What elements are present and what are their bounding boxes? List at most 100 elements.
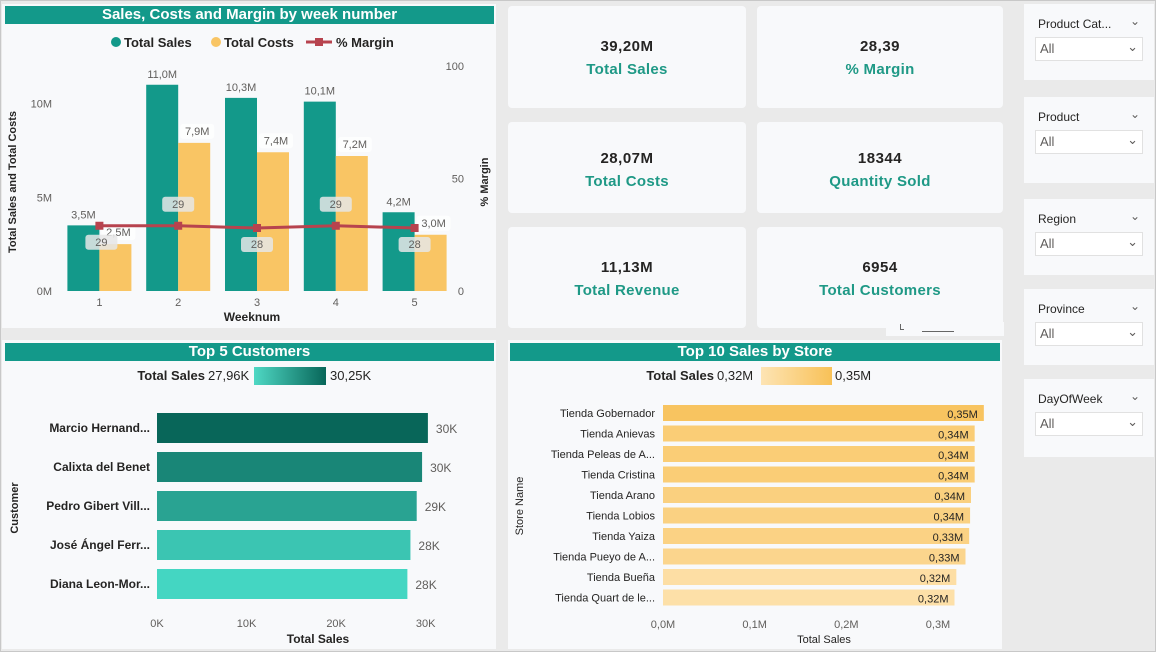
slicer-product-category[interactable]: Product Cat... ⌄ All ⌄ bbox=[1024, 4, 1154, 80]
combo-chart-card[interactable]: Sales, Costs and Margin by week number T… bbox=[2, 4, 496, 328]
store-bar bbox=[663, 507, 971, 524]
store-label: Tienda Quart de le... bbox=[555, 593, 655, 605]
sales-data-label: 4,2M bbox=[386, 196, 410, 208]
legend-min: 0,32M bbox=[717, 368, 753, 383]
slicer-value: All bbox=[1040, 134, 1055, 149]
costs-data-label: 7,4M bbox=[264, 135, 288, 147]
filter-icon[interactable] bbox=[900, 324, 904, 330]
store-bar bbox=[663, 425, 975, 442]
kpi-label: Total Costs bbox=[585, 173, 669, 190]
x-tick-label: 0,1M bbox=[742, 619, 766, 631]
costs-bar bbox=[99, 244, 132, 291]
slicer-dropdown[interactable]: All ⌄ bbox=[1035, 37, 1143, 61]
costs-label-bg bbox=[337, 137, 372, 152]
legend-scale bbox=[254, 367, 326, 385]
store-bar bbox=[663, 569, 957, 585]
slicer-title: DayOfWeek bbox=[1038, 392, 1103, 406]
kpi-value: 6954 bbox=[862, 259, 898, 276]
slicer-day-of-week[interactable]: DayOfWeek ⌄ All ⌄ bbox=[1024, 379, 1154, 457]
kpi-label: Quantity Sold bbox=[829, 173, 931, 190]
chevron-down-icon: ⌄ bbox=[1127, 414, 1138, 429]
slicer-dropdown[interactable]: All ⌄ bbox=[1035, 130, 1143, 154]
kpi-total-sales[interactable]: 39,20M Total Sales bbox=[508, 6, 746, 108]
kpi-label: Total Customers bbox=[819, 282, 941, 299]
legend-scale bbox=[761, 367, 832, 385]
store-label: Tienda Bueña bbox=[587, 572, 656, 584]
kpi-label: % Margin bbox=[845, 61, 915, 78]
legend-label: Total Sales bbox=[646, 368, 714, 383]
customer-bar bbox=[157, 569, 408, 599]
chevron-down-icon[interactable]: ⌄ bbox=[1129, 389, 1140, 403]
margin-marker bbox=[253, 224, 261, 232]
sales-bar bbox=[225, 97, 257, 291]
chevron-down-icon[interactable]: ⌄ bbox=[1129, 299, 1140, 313]
slicer-product[interactable]: Product ⌄ All ⌄ bbox=[1024, 97, 1154, 183]
costs-bar bbox=[335, 156, 368, 291]
costs-bar bbox=[257, 152, 289, 291]
margin-marker bbox=[95, 221, 104, 230]
legend-label: Total Sales bbox=[124, 35, 192, 50]
sales-data-label: 3,5M bbox=[71, 209, 95, 221]
kpi-quantity-sold[interactable]: 18344 Quantity Sold bbox=[757, 122, 1003, 213]
combo-chart: Total Sales Total Costs % Margin 10M 5M 0M 100… bbox=[7, 35, 491, 324]
legend-marker bbox=[111, 37, 121, 47]
slicer-title: Product bbox=[1038, 110, 1080, 124]
chevron-down-icon[interactable]: ⌄ bbox=[1129, 14, 1140, 28]
kpi-total-costs[interactable]: 28,07M Total Costs bbox=[508, 122, 746, 213]
sales-data-label: 10,1M bbox=[305, 86, 336, 98]
x-tick-label: 0,3M bbox=[926, 619, 950, 631]
slicer-region[interactable]: Region ⌄ All ⌄ bbox=[1024, 199, 1154, 275]
legend-max: 30,25K bbox=[330, 368, 372, 383]
slicer-value: All bbox=[1040, 326, 1055, 341]
costs-label-bg bbox=[180, 123, 215, 139]
margin-label-bg bbox=[398, 237, 431, 252]
customer-label: Calixta del Benet bbox=[53, 460, 150, 474]
slicer-province[interactable]: Province ⌄ All ⌄ bbox=[1024, 289, 1154, 365]
store-label: Tienda Anievas bbox=[580, 429, 655, 441]
margin-label-bg bbox=[162, 196, 195, 212]
kpi-value: 28,39 bbox=[859, 38, 901, 55]
slicer-title: Product Cat... bbox=[1038, 17, 1112, 31]
focus-mode-icon[interactable] bbox=[922, 323, 954, 332]
store-bar bbox=[663, 487, 971, 503]
y-axis-title: Store Name bbox=[514, 477, 526, 536]
legend-marker bbox=[315, 38, 323, 46]
slicer-dropdown[interactable]: All ⌄ bbox=[1035, 322, 1143, 346]
x-tick-label: 10K bbox=[237, 618, 257, 630]
kpi-value: 18344 bbox=[857, 150, 903, 167]
kpi-total-revenue[interactable]: 11,13M Total Revenue bbox=[508, 227, 746, 328]
kpi-label: Total Sales bbox=[586, 61, 668, 78]
legend-label: Total Costs bbox=[224, 35, 294, 50]
slicer-title: Region bbox=[1038, 212, 1077, 226]
x-axis-title: Total Sales bbox=[287, 632, 350, 646]
margin-data-label: 29 bbox=[330, 199, 342, 211]
slicer-dropdown[interactable]: All ⌄ bbox=[1035, 232, 1143, 256]
costs-label-bg bbox=[416, 215, 451, 231]
top-customers-card[interactable]: Top 5 Customers Total Sales 27,96K 30,25K M… bbox=[2, 340, 496, 649]
margin-label-bg bbox=[85, 234, 118, 250]
chevron-down-icon[interactable]: ⌄ bbox=[1129, 107, 1140, 121]
store-bar bbox=[663, 446, 975, 462]
x-tick-label: 4 bbox=[333, 297, 339, 309]
store-bar bbox=[663, 528, 970, 544]
store-data-label: 0,34M bbox=[938, 430, 969, 442]
margin-marker bbox=[331, 221, 340, 230]
store-bar bbox=[663, 589, 955, 606]
top-stores-card[interactable]: Top 10 Sales by Store Total Sales 0,32M 0,… bbox=[508, 340, 1002, 649]
x-axis-title: Weeknum bbox=[224, 310, 280, 324]
margin-marker bbox=[174, 221, 183, 230]
kpi-total-customers[interactable]: 6954 Total Customers bbox=[757, 227, 1003, 328]
chevron-down-icon[interactable]: ⌄ bbox=[1129, 209, 1140, 223]
store-data-label: 0,34M bbox=[938, 471, 969, 483]
sales-data-label: 10,3M bbox=[226, 82, 257, 94]
customer-data-label: 28K bbox=[415, 578, 436, 592]
chevron-down-icon: ⌄ bbox=[1127, 132, 1138, 147]
kpi-margin[interactable]: 28,39 % Margin bbox=[757, 6, 1003, 108]
store-label: Tienda Lobios bbox=[586, 511, 655, 523]
visual-header bbox=[886, 322, 1004, 336]
costs-data-label: 7,9M bbox=[185, 126, 209, 138]
legend-label: % Margin bbox=[336, 35, 394, 50]
chevron-down-icon: ⌄ bbox=[1127, 234, 1138, 249]
slicer-dropdown[interactable]: All ⌄ bbox=[1035, 412, 1143, 436]
